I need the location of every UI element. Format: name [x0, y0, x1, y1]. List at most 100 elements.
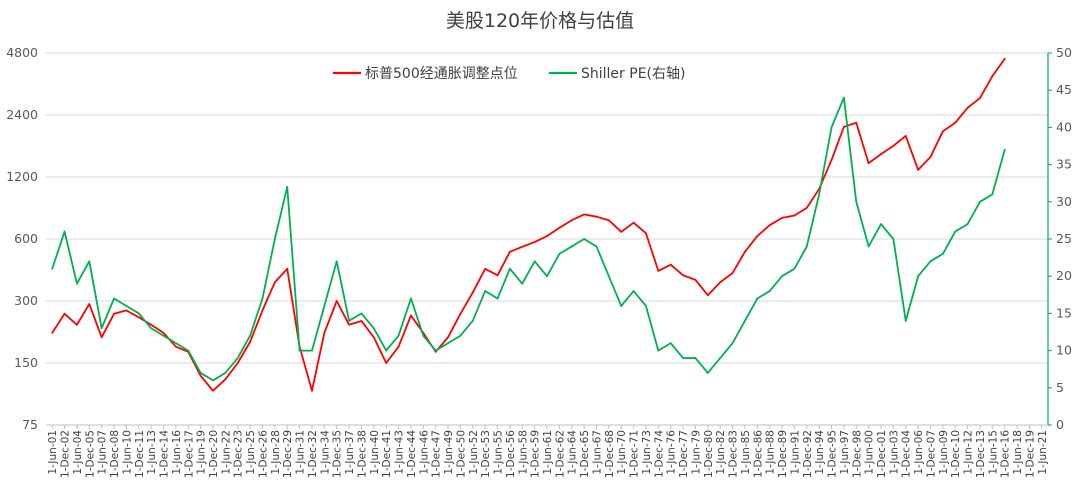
data-point-sp500	[669, 263, 672, 266]
x-tick-label: 1-Jun-34	[319, 430, 331, 475]
data-point-shiller-pe	[335, 260, 338, 263]
data-point-sp500	[892, 144, 895, 147]
x-tick-label: 1-Dec-71	[629, 430, 641, 478]
data-point-shiller-pe	[694, 357, 697, 359]
x-tick-label: 1-Dec-56	[505, 430, 517, 478]
series-layer	[51, 57, 1006, 392]
x-tick-label: 1-Jun-31	[295, 430, 307, 475]
data-point-sp500	[63, 312, 66, 315]
data-point-sp500	[174, 345, 177, 348]
x-tick-label: 1-Jun-09	[938, 430, 950, 475]
right-tick-label: 30	[1056, 194, 1072, 209]
right-tick-label: 20	[1056, 268, 1072, 283]
right-tick-label: 0	[1056, 417, 1064, 432]
x-tick-label: 1-Dec-04	[901, 430, 913, 478]
right-tick-label: 40	[1056, 119, 1072, 134]
x-tick-label: 1-Jun-00	[864, 430, 876, 475]
data-point-sp500	[744, 250, 746, 253]
data-point-shiller-pe	[236, 357, 239, 359]
data-point-shiller-pe	[645, 305, 647, 307]
x-tick-label: 1-Dec-74	[653, 430, 665, 478]
data-point-sp500	[113, 312, 115, 315]
data-point-sp500	[212, 389, 214, 392]
x-tick-label: 1-Dec-77	[678, 430, 690, 478]
data-point-sp500	[954, 121, 957, 124]
data-point-shiller-pe	[323, 305, 326, 307]
data-point-sp500	[521, 245, 524, 248]
data-point-sp500	[991, 75, 994, 78]
right-tick-label: 15	[1056, 305, 1072, 320]
x-tick-label: 1-Dec-10	[950, 430, 962, 478]
data-point-sp500	[249, 340, 252, 343]
x-tick-label: 1-Dec-17	[183, 430, 195, 478]
data-point-shiller-pe	[224, 372, 227, 374]
x-tick-label: 1-Jun-70	[616, 430, 628, 475]
data-point-sp500	[768, 224, 771, 227]
x-tick-label: 1-Dec-41	[381, 430, 393, 478]
data-point-sp500	[645, 232, 647, 235]
x-tick-label: 1-Jun-18	[1012, 430, 1024, 475]
right-tick-label: 45	[1056, 82, 1072, 97]
data-point-sp500	[484, 267, 487, 270]
x-tick-label: 1-Jun-06	[913, 430, 925, 475]
data-point-sp500	[558, 226, 561, 229]
x-tick-label: 1-Jun-91	[789, 430, 801, 475]
gridlines	[46, 52, 1048, 426]
data-point-shiller-pe	[397, 334, 400, 337]
data-point-sp500	[620, 230, 623, 233]
x-tick-label: 1-Jun-07	[97, 430, 109, 475]
data-point-shiller-pe	[1003, 148, 1006, 151]
data-point-shiller-pe	[620, 305, 623, 307]
data-point-shiller-pe	[719, 357, 722, 359]
data-point-shiller-pe	[76, 282, 78, 285]
data-point-shiller-pe	[917, 275, 920, 278]
x-tick-label: 1-Dec-05	[84, 430, 96, 478]
legend: 标普500经通胀调整点位 Shiller PE(右轴)	[333, 66, 685, 82]
x-tick-label: 1-Jun-61	[542, 430, 554, 475]
legend-label-sp500: 标普500经通胀调整点位	[365, 66, 518, 82]
data-point-sp500	[682, 274, 684, 277]
x-tick-label: 1-Jun-15	[987, 430, 999, 475]
data-point-shiller-pe	[348, 319, 350, 322]
data-point-shiller-pe	[372, 327, 375, 330]
data-point-sp500	[904, 135, 907, 137]
data-point-shiller-pe	[137, 312, 140, 315]
data-point-shiller-pe	[880, 223, 882, 226]
data-point-sp500	[966, 106, 969, 109]
x-tick-label: 1-Dec-86	[752, 430, 764, 478]
x-tick-label: 1-Jun-82	[715, 430, 727, 475]
data-point-shiller-pe	[607, 275, 610, 278]
x-tick-label: 1-Jun-40	[369, 430, 381, 475]
data-point-sp500	[756, 235, 759, 237]
x-tick-label: 1-Dec-02	[60, 430, 72, 478]
data-point-sp500	[632, 221, 635, 224]
x-tick-label: 1-Dec-38	[356, 430, 368, 478]
data-point-sp500	[273, 281, 276, 284]
data-point-sp500	[657, 270, 660, 272]
data-point-sp500	[76, 323, 78, 326]
data-point-shiller-pe	[63, 230, 66, 233]
data-point-sp500	[793, 214, 796, 217]
data-point-sp500	[533, 241, 536, 243]
x-tick-label: 1-Dec-92	[802, 430, 814, 478]
x-tick-label: 1-Dec-47	[431, 430, 443, 478]
data-point-shiller-pe	[657, 349, 660, 352]
x-tick-label: 1-Jun-04	[72, 430, 84, 475]
series-sp500	[51, 57, 1006, 392]
chart-title: 美股120年价格与估值	[445, 10, 635, 32]
data-point-sp500	[508, 250, 511, 253]
x-tick-label: 1-Dec-32	[307, 430, 319, 478]
data-point-shiller-pe	[830, 126, 833, 129]
x-tick-label: 1-Dec-08	[109, 430, 121, 478]
data-point-shiller-pe	[966, 223, 969, 226]
data-point-shiller-pe	[991, 193, 994, 196]
data-point-sp500	[286, 267, 289, 270]
x-tick-label: 1-Jun-55	[493, 430, 505, 475]
x-tick-label: 1-Jun-21	[1037, 430, 1049, 475]
right-tick-label: 5	[1056, 380, 1064, 395]
data-point-shiller-pe	[496, 297, 499, 300]
data-point-shiller-pe	[979, 200, 981, 203]
data-point-shiller-pe	[422, 334, 425, 337]
